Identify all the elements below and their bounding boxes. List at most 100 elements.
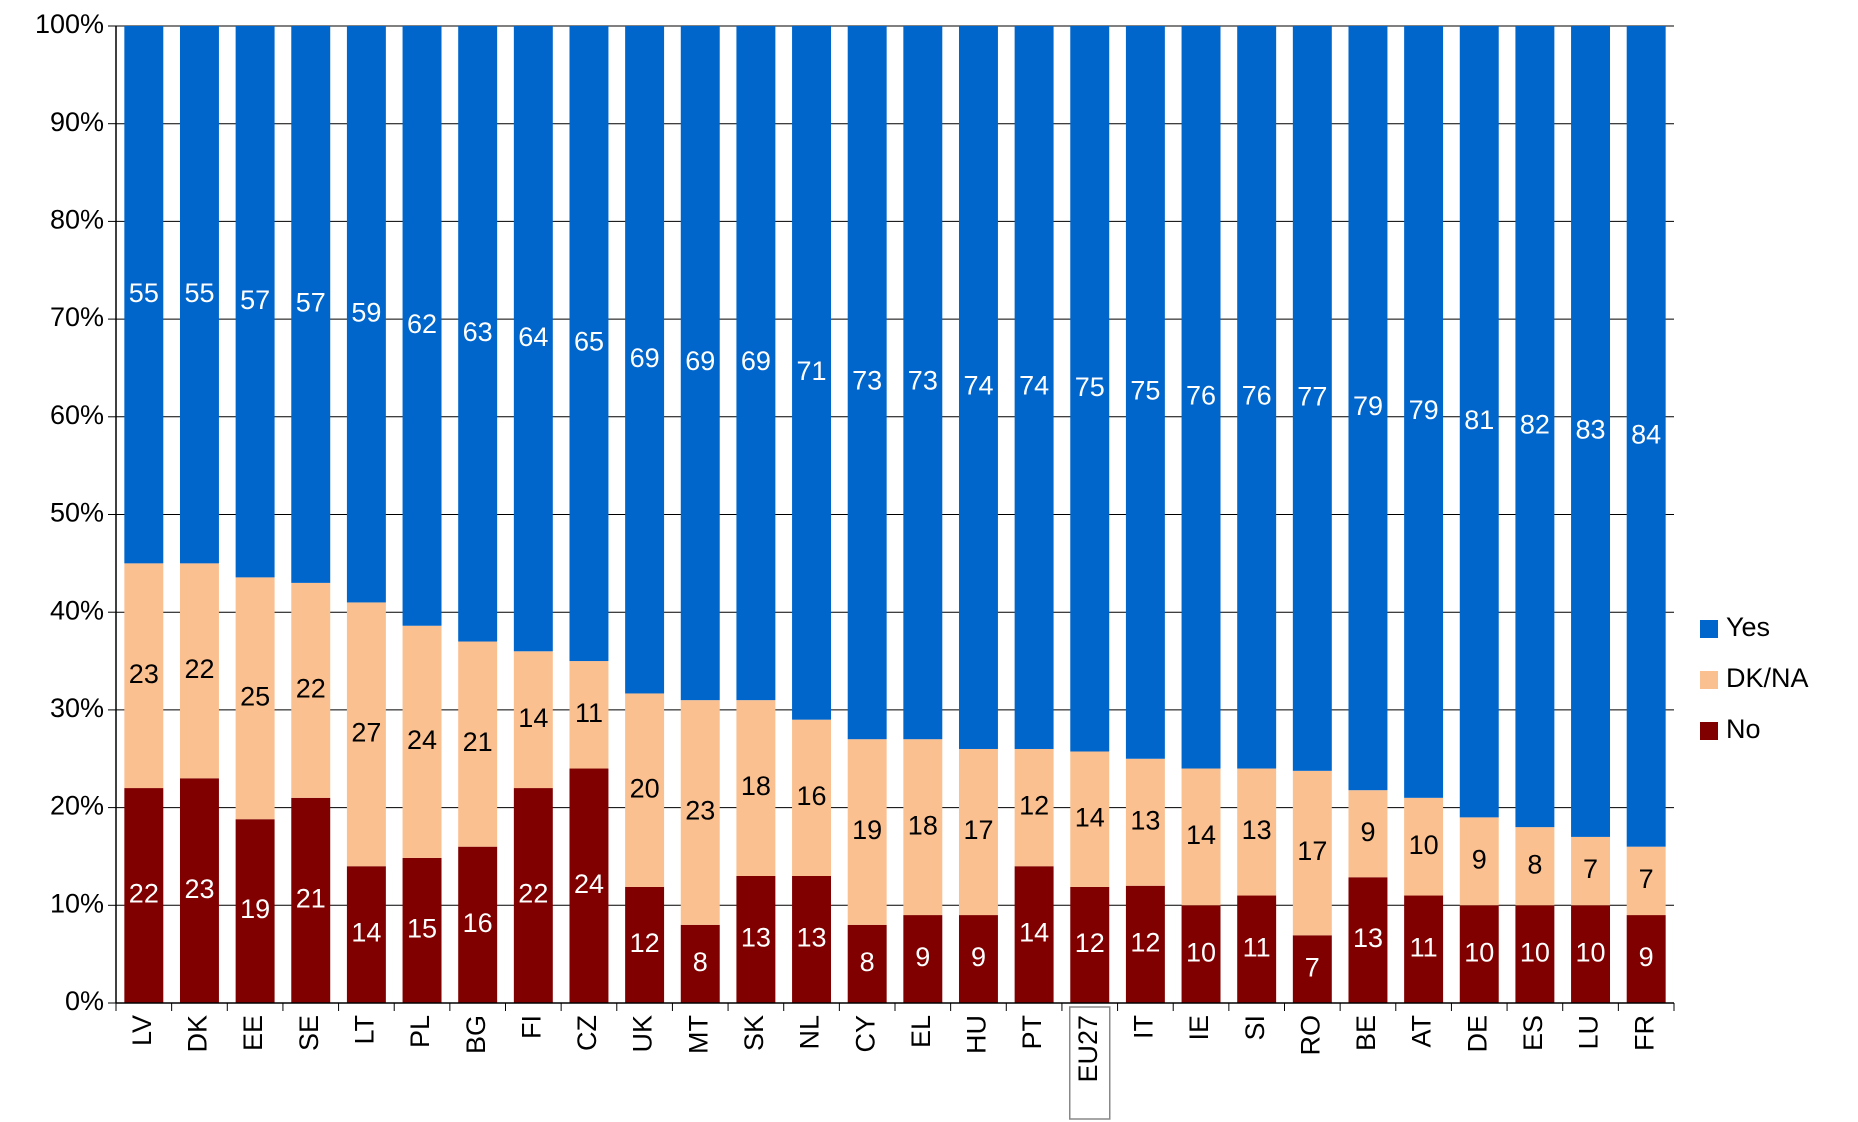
data-label: 21 <box>463 727 493 757</box>
bar-segment <box>1404 895 1444 1003</box>
data-label: 22 <box>296 673 326 703</box>
x-tick-label: UK <box>628 1015 658 1053</box>
bar-segment <box>1626 846 1666 916</box>
bar-segment <box>569 768 609 1003</box>
bar-segment <box>1181 768 1221 906</box>
bar-segment <box>792 26 832 720</box>
bar-segment <box>1404 26 1444 798</box>
data-label: 24 <box>407 725 437 755</box>
data-label: 82 <box>1520 410 1550 440</box>
data-label: 7 <box>1583 854 1598 884</box>
data-label: 14 <box>1075 802 1105 832</box>
data-label: 8 <box>1527 849 1542 879</box>
data-label: 9 <box>1360 817 1375 847</box>
data-label: 22 <box>184 654 214 684</box>
x-tick-label: PL <box>405 1015 435 1048</box>
data-label: 23 <box>685 796 715 826</box>
data-label: 16 <box>797 781 827 811</box>
data-label: 7 <box>1305 952 1320 982</box>
y-tick-label: 30% <box>50 693 104 723</box>
y-tick-label: 40% <box>50 595 104 625</box>
y-tick-label: 20% <box>50 791 104 821</box>
bar-segment <box>792 719 832 876</box>
bar-segment <box>1348 877 1388 1003</box>
data-label: 14 <box>518 703 548 733</box>
data-label: 13 <box>1242 815 1272 845</box>
legend-swatch <box>1700 671 1718 689</box>
data-label: 75 <box>1130 376 1160 406</box>
x-tick-label: SK <box>739 1015 769 1051</box>
bar-segment <box>625 26 665 694</box>
x-tick-label: EL <box>906 1015 936 1048</box>
legend-label: DK/NA <box>1726 663 1809 693</box>
data-label: 13 <box>1130 805 1160 835</box>
bar-segment <box>680 924 720 1003</box>
data-label: 13 <box>797 923 827 953</box>
data-label: 19 <box>240 894 270 924</box>
data-label: 14 <box>1186 820 1216 850</box>
x-tick-label: LT <box>350 1015 380 1045</box>
data-label: 55 <box>129 278 159 308</box>
bar-segment <box>1292 770 1332 936</box>
data-label: 17 <box>1297 836 1327 866</box>
bar-segment <box>1404 797 1444 896</box>
bar-segment <box>903 26 943 740</box>
data-label: 18 <box>908 810 938 840</box>
bar-segment <box>903 739 943 916</box>
data-label: 20 <box>630 773 660 803</box>
x-tick-label: BG <box>461 1015 491 1054</box>
bar-segment <box>1515 827 1555 906</box>
data-label: 12 <box>1130 928 1160 958</box>
data-label: 73 <box>908 366 938 396</box>
data-label: 77 <box>1297 382 1327 412</box>
data-label: 81 <box>1464 405 1494 435</box>
data-label: 59 <box>351 297 381 327</box>
x-tick-label: DK <box>183 1015 213 1053</box>
x-tick-label: HU <box>962 1015 992 1054</box>
x-tick-label: PT <box>1017 1015 1047 1050</box>
data-label: 69 <box>630 343 660 373</box>
data-label: 10 <box>1409 830 1439 860</box>
x-tick-label: EU27 <box>1073 1015 1103 1083</box>
data-label: 14 <box>1019 918 1049 948</box>
x-tick-label: ES <box>1518 1015 1548 1051</box>
y-tick-label: 70% <box>50 302 104 332</box>
y-tick-label: 90% <box>50 107 104 137</box>
bar-segment <box>1237 768 1277 896</box>
bar-segment <box>1348 26 1388 791</box>
data-label: 65 <box>574 327 604 357</box>
x-tick-label: MT <box>683 1015 713 1054</box>
legend-label: No <box>1726 714 1761 744</box>
x-tick-label: LU <box>1574 1015 1604 1050</box>
bar-segment <box>124 26 164 564</box>
data-label: 14 <box>351 918 381 948</box>
data-label: 12 <box>1075 928 1105 958</box>
bar-segment <box>1348 790 1388 878</box>
bar-segment <box>1237 26 1277 769</box>
data-label: 73 <box>852 366 882 396</box>
bar-segment <box>1014 26 1054 749</box>
x-tick-label: LV <box>127 1015 157 1046</box>
data-label: 64 <box>518 322 548 352</box>
bar-segment <box>402 625 442 858</box>
x-tick-label: DE <box>1462 1015 1492 1053</box>
bar-segment <box>958 26 998 749</box>
data-label: 10 <box>1520 937 1550 967</box>
data-label: 13 <box>741 923 771 953</box>
bar-segment <box>1014 748 1054 867</box>
bar-segment <box>1571 26 1611 837</box>
x-tick-label: CY <box>850 1015 880 1053</box>
bar-segment <box>958 915 998 1003</box>
highlight-box <box>1069 1006 1111 1120</box>
bar-segment <box>680 700 720 925</box>
data-label: 9 <box>1639 942 1654 972</box>
data-label: 10 <box>1186 937 1216 967</box>
bar-segment <box>1292 935 1332 1003</box>
data-label: 16 <box>463 908 493 938</box>
bar-segment <box>1070 886 1110 1003</box>
bar-segment <box>346 26 386 603</box>
bar-segment <box>569 26 609 662</box>
data-label: 10 <box>1576 937 1606 967</box>
data-label: 11 <box>575 698 603 728</box>
